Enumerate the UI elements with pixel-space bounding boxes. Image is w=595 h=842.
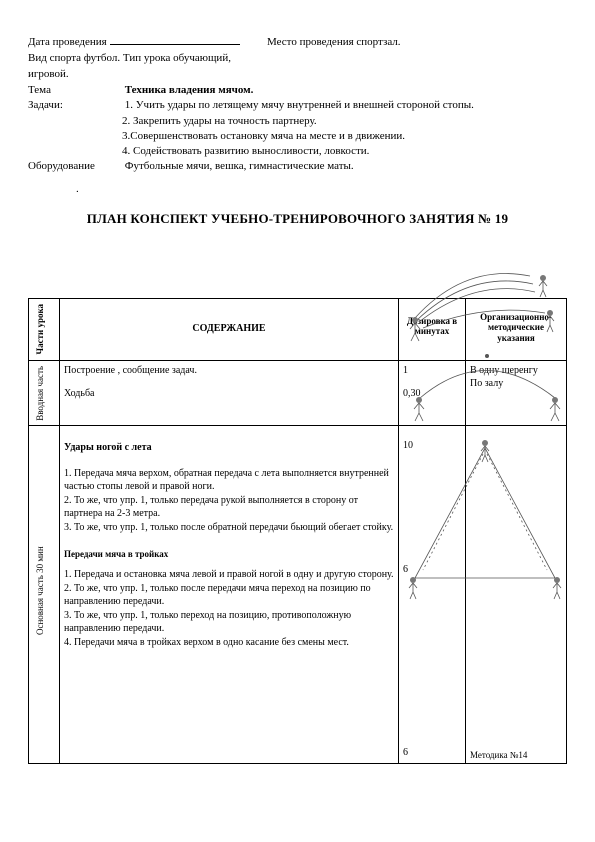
tema-text: Техника владения мячом.	[125, 84, 254, 96]
header-date-line: Дата проведения Место проведения спортза…	[28, 34, 567, 50]
exercise-diagram	[395, 258, 575, 618]
place-label: Место проведения спортзал.	[267, 36, 401, 48]
main-p2: 2. То же, что упр. 1, только передача ру…	[64, 494, 394, 521]
date-blank	[110, 34, 240, 45]
th-part: Части урока	[33, 302, 47, 357]
tema-label: Тема	[28, 83, 122, 98]
main-q2: 2. То же, что упр. 1, только после перед…	[64, 582, 394, 609]
main-note: Методика №14	[470, 749, 527, 761]
main-h1: Удары ногой с лета	[64, 441, 394, 455]
dot-spacer: .	[76, 182, 567, 197]
header-sport-line: Вид спорта футбол. Тип урока обучающий,	[28, 51, 567, 66]
header-task2: 2. Закрепить удары на точность партнеру.	[122, 114, 567, 129]
header-equip: Оборудование Футбольные мячи, вешка, гим…	[28, 159, 567, 174]
plan-title: ПЛАН КОНСПЕКТ УЧЕБНО-ТРЕНИРОВОЧНОГО ЗАНЯ…	[28, 210, 567, 228]
task-label: Задачи:	[28, 98, 122, 113]
main-d3: 6	[403, 746, 461, 760]
part-intro: Вводная часть	[33, 364, 47, 423]
main-p3: 3. То же, что упр. 1, только после обрат…	[64, 521, 394, 535]
header-tema-line: Тема Техника владения мячом.	[28, 83, 567, 98]
header-task1: Задачи: 1. Учить удары по летящему мячу …	[28, 98, 567, 113]
equip-label: Оборудование	[28, 159, 122, 174]
main-p1: 1. Передача мяча верхом, обратная переда…	[64, 467, 394, 494]
header-task3: 3.Совершенствовать остановку мяча на мес…	[122, 129, 567, 144]
main-q4: 4. Передачи мяча в тройках верхом в одно…	[64, 636, 394, 650]
main-q3: 3. То же, что упр. 1, только переход на …	[64, 609, 394, 636]
main-q1: 1. Передача и остановка мяча левой и пра…	[64, 568, 394, 582]
main-h2: Передачи мяча в тройках	[64, 548, 394, 560]
intro-c2: Ходьба	[64, 387, 394, 401]
part-main: Основная часть 30 мин	[33, 429, 47, 753]
intro-c1: Построение , сообщение задач.	[64, 364, 394, 378]
equip-text: Футбольные мячи, вешка, гимнастические м…	[125, 160, 354, 172]
th-content: СОДЕРЖАНИЕ	[64, 302, 394, 356]
header-task4: 4. Содействовать развитию выносливости, …	[122, 144, 567, 159]
header-sport-line2: игровой.	[28, 67, 567, 82]
date-label: Дата проведения	[28, 36, 107, 48]
